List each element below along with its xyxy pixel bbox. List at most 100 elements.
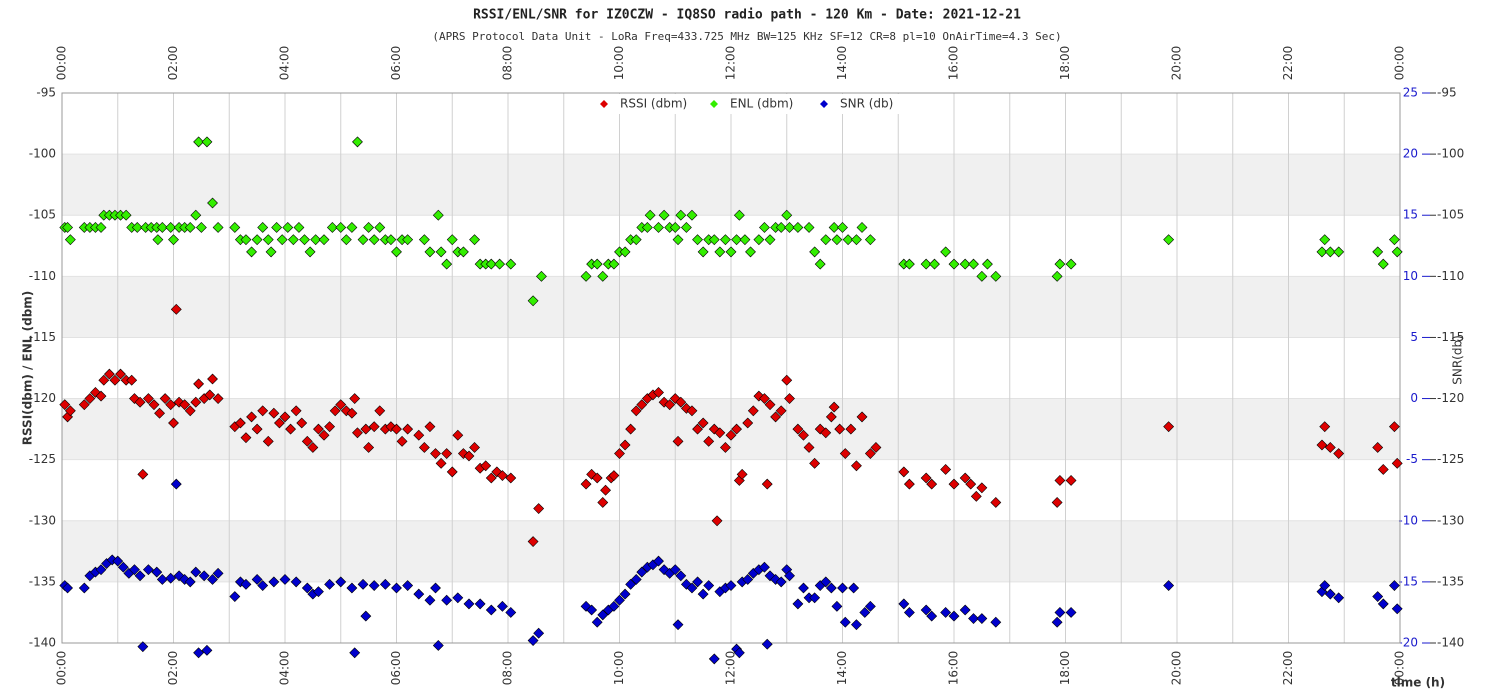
point [809, 457, 821, 469]
point [98, 374, 110, 386]
point [614, 594, 625, 606]
series [59, 478, 1403, 665]
point [274, 417, 285, 429]
point [775, 222, 787, 233]
point [536, 270, 547, 282]
point [402, 423, 414, 435]
point [1333, 246, 1345, 258]
point [1051, 616, 1063, 628]
point [591, 472, 603, 484]
point [742, 574, 754, 585]
y2-tick-label: 25 [1403, 86, 1418, 100]
point [413, 429, 425, 441]
point [276, 234, 288, 246]
point [675, 396, 687, 408]
point [485, 258, 497, 270]
point [168, 234, 179, 246]
point [95, 564, 107, 576]
point [920, 604, 932, 616]
point [346, 582, 358, 594]
point [207, 373, 218, 385]
point [898, 598, 910, 610]
point [1333, 448, 1345, 459]
point [168, 417, 179, 429]
point [926, 478, 938, 490]
point [363, 222, 375, 233]
point [948, 610, 960, 622]
point [839, 448, 851, 459]
y-tick-label: -110 [29, 269, 56, 283]
point [834, 423, 846, 435]
point [485, 472, 497, 484]
point [940, 464, 952, 475]
x-tick-label-top: 04:00 [278, 46, 292, 81]
x-tick-label-top: 10:00 [612, 46, 626, 81]
y2-axis-label: SNR(db) [1451, 335, 1465, 385]
point [940, 607, 952, 618]
point [154, 407, 165, 419]
point [630, 574, 642, 585]
point [78, 399, 90, 411]
point [385, 234, 397, 246]
point [731, 423, 742, 435]
point [597, 497, 609, 508]
point [505, 472, 517, 484]
point [190, 209, 202, 221]
point [287, 234, 299, 246]
point [672, 234, 684, 246]
point [418, 234, 430, 246]
point [809, 592, 821, 604]
point [424, 421, 436, 433]
point [798, 429, 809, 441]
point [784, 570, 795, 582]
point [820, 427, 832, 439]
point [636, 566, 648, 578]
point [497, 600, 508, 612]
legend-label: SNR (db) [840, 97, 893, 111]
point [644, 209, 656, 221]
point [1391, 603, 1403, 615]
point [385, 421, 397, 433]
point [497, 470, 508, 481]
point [1319, 234, 1331, 246]
point [430, 582, 441, 594]
point [494, 258, 506, 270]
point [697, 246, 709, 258]
x-tick-label-top: 22:00 [1281, 46, 1295, 81]
point [968, 258, 979, 270]
point [1054, 475, 1066, 486]
series [59, 136, 1403, 307]
point [859, 607, 871, 618]
y-tick-label-right: -115 [1437, 330, 1464, 344]
point [1054, 258, 1066, 270]
y2-tick-label: 10 [1403, 269, 1418, 283]
point [608, 258, 620, 270]
point [307, 442, 319, 453]
y-tick-label-right: -110 [1437, 269, 1464, 283]
point [764, 234, 776, 246]
point [851, 234, 862, 246]
point [374, 405, 386, 417]
point [134, 396, 146, 408]
point [619, 439, 631, 451]
point [775, 405, 787, 417]
y2-tick-label: -20 [1398, 636, 1418, 650]
x-tick-label-top: 14:00 [835, 46, 849, 81]
y-tick-label-right: -130 [1437, 513, 1464, 527]
point [1389, 421, 1400, 433]
point [680, 222, 692, 233]
point [62, 222, 73, 233]
point [630, 405, 642, 417]
point [234, 417, 246, 429]
point [527, 295, 539, 307]
point [193, 136, 205, 148]
point [1316, 439, 1328, 451]
point [831, 600, 843, 612]
point [368, 234, 380, 246]
point [262, 435, 274, 447]
point [120, 209, 132, 221]
point [903, 478, 915, 490]
point [469, 234, 480, 246]
point [692, 234, 703, 246]
point [759, 561, 770, 573]
